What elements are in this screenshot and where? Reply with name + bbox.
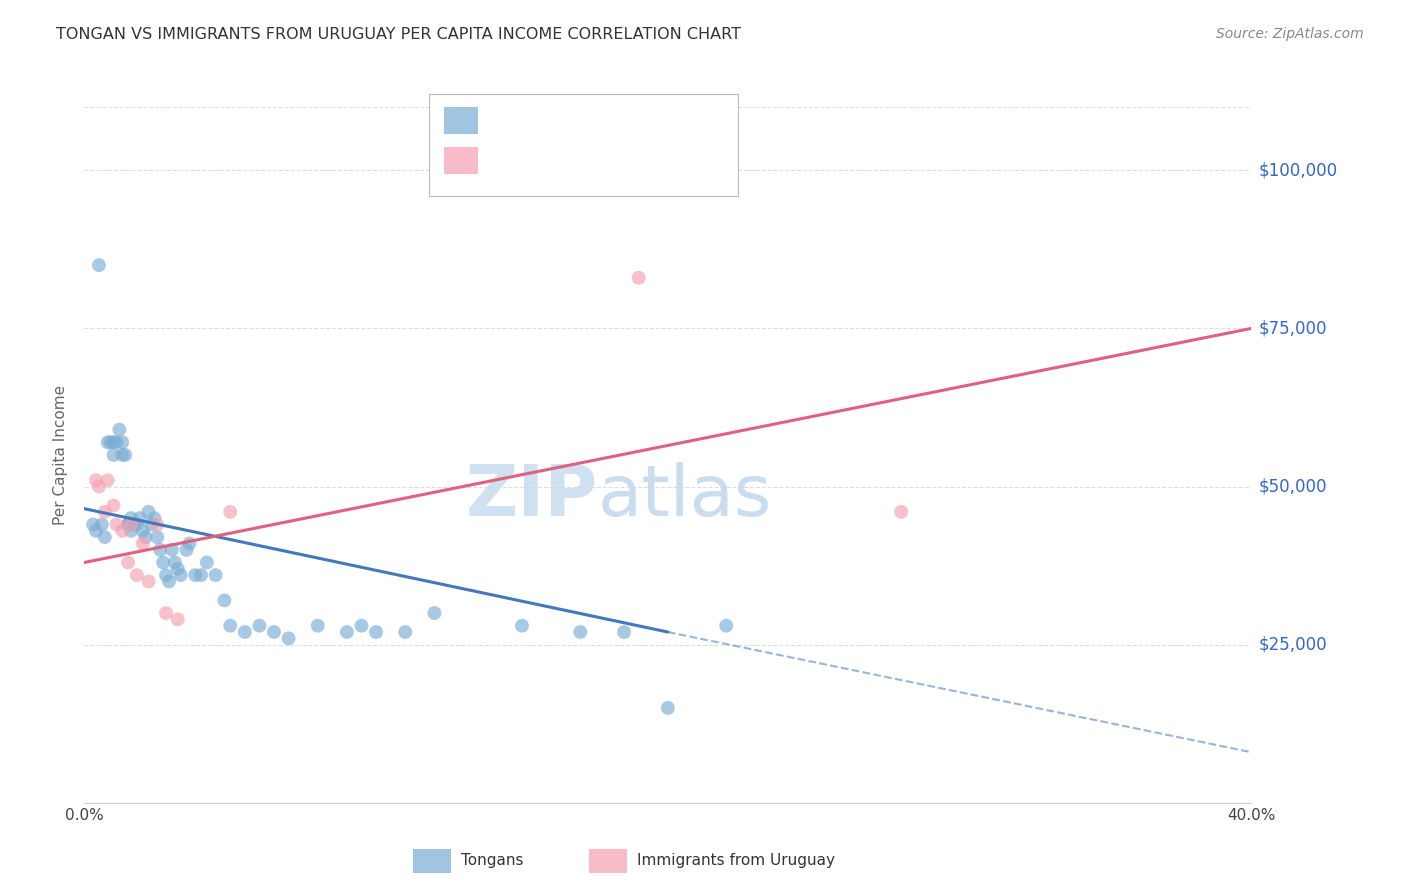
Point — [657, 701, 679, 715]
Point — [394, 625, 416, 640]
Point — [97, 435, 120, 450]
Point — [176, 542, 198, 557]
Point — [111, 435, 134, 450]
Point — [152, 556, 174, 570]
Point — [277, 632, 299, 646]
Point — [120, 511, 142, 525]
Point — [307, 618, 329, 632]
Point — [366, 625, 388, 640]
Point — [204, 568, 226, 582]
Point — [195, 556, 218, 570]
Point — [114, 448, 136, 462]
Point — [160, 542, 183, 557]
Point — [613, 625, 636, 640]
Point — [120, 517, 142, 532]
Text: 58: 58 — [643, 112, 665, 129]
Point — [94, 530, 117, 544]
Text: N =: N = — [592, 112, 640, 129]
Text: $100,000: $100,000 — [1258, 161, 1337, 179]
Point — [423, 606, 446, 620]
Point — [122, 517, 145, 532]
Text: $25,000: $25,000 — [1258, 636, 1327, 654]
Point — [117, 517, 139, 532]
Point — [166, 612, 188, 626]
Y-axis label: Per Capita Income: Per Capita Income — [53, 384, 69, 525]
Point — [84, 524, 107, 538]
Point — [163, 556, 186, 570]
Point — [103, 499, 125, 513]
Point — [627, 270, 650, 285]
Point — [233, 625, 256, 640]
Point — [111, 448, 134, 462]
Point — [169, 568, 191, 582]
Text: Immigrants from Uruguay: Immigrants from Uruguay — [637, 854, 835, 868]
Point — [135, 530, 157, 544]
Point — [890, 505, 912, 519]
Point — [138, 505, 160, 519]
Point — [100, 435, 122, 450]
Point — [97, 473, 120, 487]
Text: 0.534: 0.534 — [530, 152, 589, 169]
Point — [350, 618, 373, 632]
Point — [120, 524, 142, 538]
Point — [132, 536, 155, 550]
Point — [125, 568, 148, 582]
Point — [90, 517, 112, 532]
Point — [263, 625, 285, 640]
Point — [336, 625, 359, 640]
Point — [510, 618, 533, 632]
Text: $75,000: $75,000 — [1258, 319, 1327, 337]
Point — [138, 574, 160, 589]
Point — [184, 568, 207, 582]
Point — [87, 479, 110, 493]
Point — [111, 524, 134, 538]
Point — [105, 517, 128, 532]
Point — [247, 618, 270, 632]
Point — [117, 517, 139, 532]
Text: $50,000: $50,000 — [1258, 477, 1327, 496]
Point — [128, 511, 150, 525]
Point — [155, 606, 177, 620]
Text: R =: R = — [491, 152, 527, 169]
Point — [94, 505, 117, 519]
Point — [117, 556, 139, 570]
Text: -0.481: -0.481 — [530, 112, 589, 129]
Point — [103, 435, 125, 450]
Point — [146, 530, 169, 544]
Point — [84, 473, 107, 487]
Text: TONGAN VS IMMIGRANTS FROM URUGUAY PER CAPITA INCOME CORRELATION CHART: TONGAN VS IMMIGRANTS FROM URUGUAY PER CA… — [56, 27, 741, 42]
Point — [190, 568, 212, 582]
Text: R =: R = — [491, 112, 527, 129]
Point — [714, 618, 737, 632]
Point — [103, 448, 125, 462]
Text: Source: ZipAtlas.com: Source: ZipAtlas.com — [1216, 27, 1364, 41]
Point — [155, 568, 177, 582]
Point — [87, 258, 110, 272]
Text: N =: N = — [592, 152, 640, 169]
Point — [149, 542, 172, 557]
Point — [146, 517, 169, 532]
Point — [125, 517, 148, 532]
Point — [219, 505, 242, 519]
Point — [143, 511, 166, 525]
Text: ZIP: ZIP — [465, 462, 598, 531]
Point — [214, 593, 236, 607]
Point — [141, 517, 163, 532]
Point — [569, 625, 592, 640]
Point — [157, 574, 180, 589]
Point — [132, 524, 155, 538]
Text: Tongans: Tongans — [461, 854, 523, 868]
Point — [105, 435, 128, 450]
Text: 18: 18 — [643, 152, 665, 169]
Point — [179, 536, 201, 550]
Point — [166, 562, 188, 576]
Point — [219, 618, 242, 632]
Point — [108, 423, 131, 437]
Point — [82, 517, 104, 532]
Text: atlas: atlas — [598, 462, 772, 531]
